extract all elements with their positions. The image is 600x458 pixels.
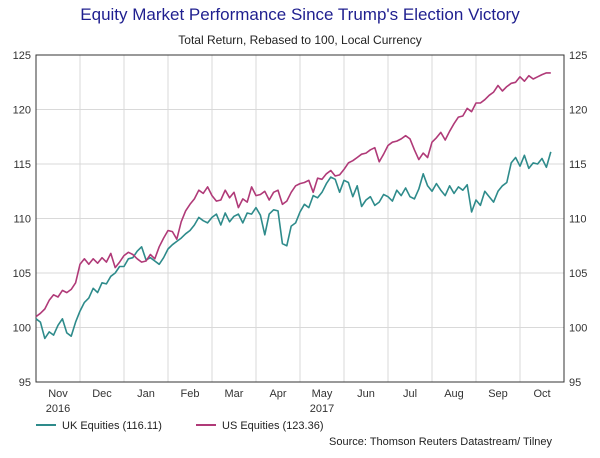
plot-frame [35, 54, 565, 383]
y-axis-left: 95 100 105 110 115 120 125 [13, 50, 31, 389]
y-tick-label: 120 [569, 105, 587, 117]
y-tick-label: 120 [13, 105, 31, 117]
y-tick-label: 95 [569, 377, 581, 389]
chart-title: Equity Market Performance Since Trump's … [80, 5, 520, 24]
x-tick-label: Mar [225, 388, 244, 400]
x-year-label: 2016 [46, 403, 70, 415]
y-tick-label: 115 [569, 159, 587, 171]
legend: UK Equities (116.11) US Equities (123.36) [36, 420, 324, 432]
y-tick-label: 110 [569, 214, 587, 226]
x-tick-label: Nov [48, 388, 68, 400]
chart-subtitle: Total Return, Rebased to 100, Local Curr… [178, 33, 422, 47]
legend-label-us-equities: US Equities (123.36) [222, 420, 324, 432]
gridlines [36, 54, 564, 383]
y-tick-label: 105 [569, 268, 587, 280]
x-tick-label: Oct [533, 388, 550, 400]
y-tick-label: 105 [13, 268, 31, 280]
source-note: Source: Thomson Reuters Datastream/ Tiln… [329, 436, 552, 448]
x-tick-label: May [312, 388, 333, 400]
x-tick-label: Dec [92, 388, 112, 400]
y-tick-label: 125 [13, 50, 31, 62]
x-tick-label: Jun [357, 388, 375, 400]
y-tick-label: 115 [13, 159, 31, 171]
x-tick-label: Feb [181, 388, 200, 400]
x-tick-label: Aug [444, 388, 464, 400]
series-line-uk-equities [35, 151, 552, 340]
x-year-label: 2017 [310, 403, 334, 415]
legend-label-uk-equities: UK Equities (116.11) [62, 420, 162, 432]
y-tick-label: 100 [569, 323, 587, 335]
x-tick-label: Apr [269, 388, 286, 400]
series-line-us-equities [35, 72, 551, 318]
x-tick-label: Sep [488, 388, 508, 400]
series-lines [35, 72, 552, 340]
y-tick-label: 125 [569, 50, 587, 62]
y-axis-right: 95 100 105 110 115 120 125 [569, 50, 587, 389]
y-tick-label: 100 [13, 323, 31, 335]
x-axis: Nov Dec Jan Feb Mar Apr May Jun Jul Aug Sep Oct 2016… [46, 388, 551, 415]
y-tick-label: 110 [13, 214, 31, 226]
x-tick-label: Jan [137, 388, 155, 400]
x-tick-label: Jul [403, 388, 417, 400]
y-tick-label: 95 [19, 377, 31, 389]
